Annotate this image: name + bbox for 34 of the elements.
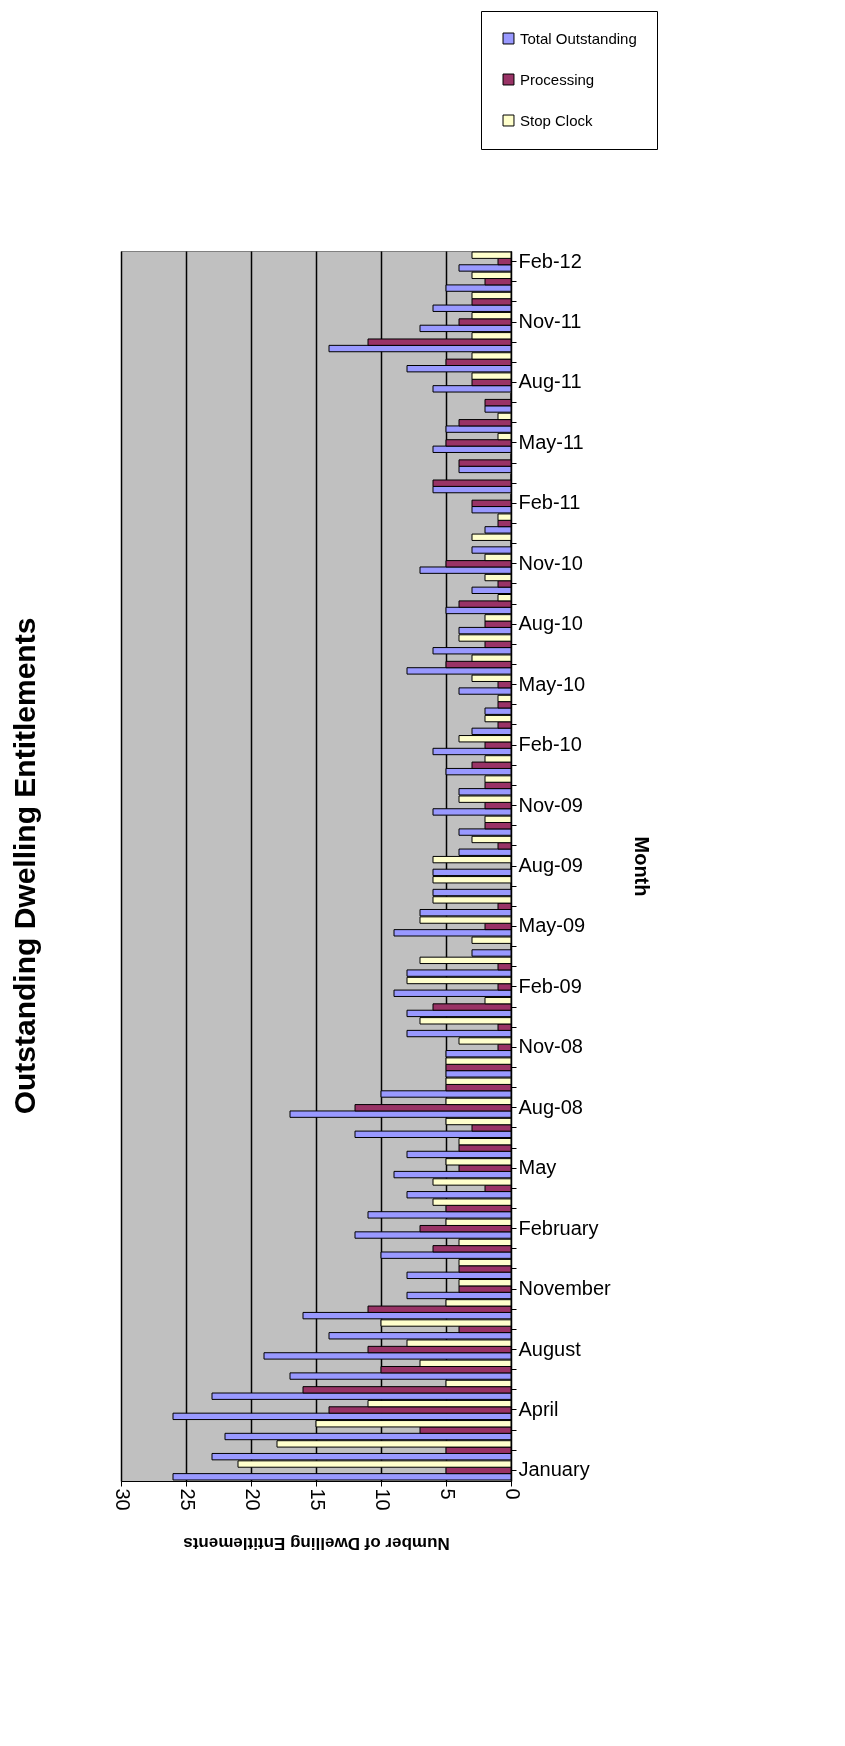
y-tick-label: Aug-08 <box>518 1095 583 1118</box>
x-axis-title: Number of Dwelling Entitlements <box>183 1533 450 1553</box>
x-tick-label: 0 <box>501 1488 524 1500</box>
y-tick-label: Nov-09 <box>518 793 583 816</box>
y-tick-label: Aug-11 <box>518 370 582 393</box>
y-tick-label: Aug-10 <box>518 612 583 635</box>
x-tick-label: 15 <box>306 1488 329 1511</box>
y-tick-label: November <box>518 1277 612 1300</box>
legend-label: Total Outstanding <box>520 29 637 47</box>
x-tick-label: 10 <box>371 1488 394 1511</box>
y-tick-label: Feb-09 <box>518 974 582 997</box>
y-tick-label: April <box>518 1397 559 1420</box>
y-tick-label: January <box>518 1458 590 1481</box>
y-tick-label: Aug-09 <box>518 854 583 876</box>
y-tick-label: May <box>518 1156 557 1179</box>
y-tick-label: Nov-11 <box>518 310 582 333</box>
y-tick-label: Feb-10 <box>518 733 582 756</box>
y-tick-label: August <box>518 1337 582 1360</box>
y-tick-label: Feb-12 <box>518 249 582 272</box>
x-tick-label: 25 <box>176 1488 199 1511</box>
x-tick-label: 20 <box>241 1488 264 1511</box>
y-tick-label: February <box>518 1216 599 1239</box>
x-tick-label: 30 <box>111 1488 134 1511</box>
y-tick-label: Nov-10 <box>518 551 583 574</box>
y-tick-label: May-10 <box>518 672 586 695</box>
text: Outstanding Dwelling Entitlements <box>8 617 41 1115</box>
y-axis-title: Month <box>630 836 653 897</box>
x-tick-label: 5 <box>436 1488 459 1500</box>
y-tick-label: Feb-11 <box>518 491 581 514</box>
y-tick-label: May-09 <box>518 914 586 937</box>
y-tick-label: May-11 <box>518 430 584 453</box>
legend-label: Processing <box>520 70 595 88</box>
legend-label: Stop Clock <box>520 111 594 129</box>
y-tick-label: Nov-08 <box>518 1035 583 1058</box>
